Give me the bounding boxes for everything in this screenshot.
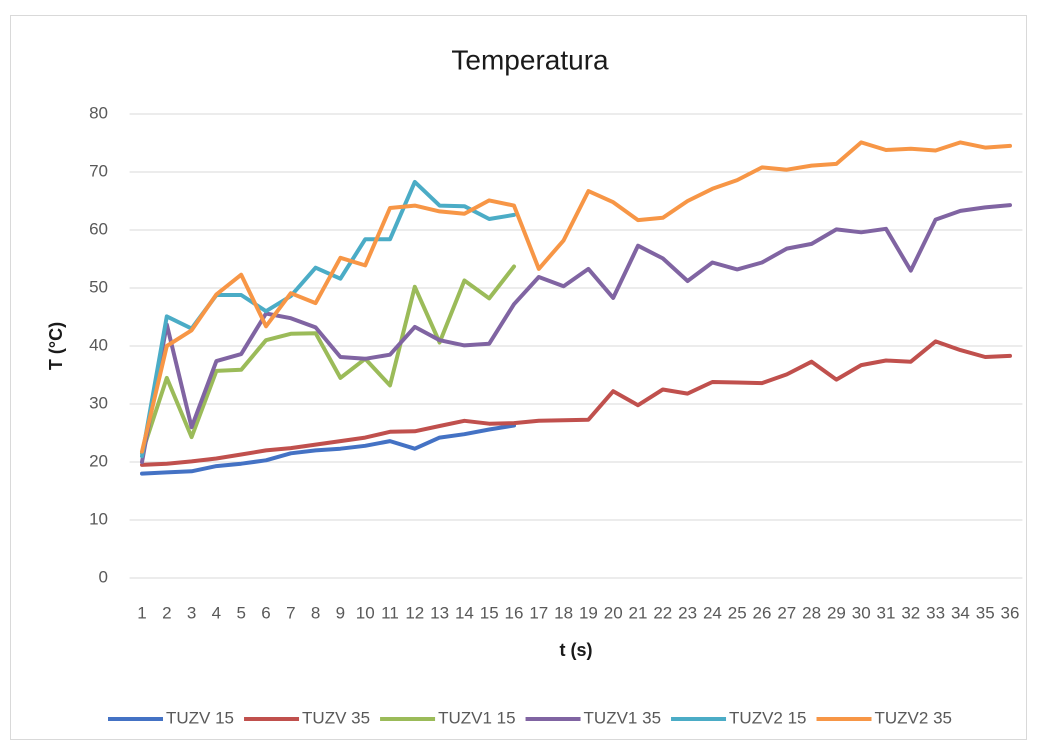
y-tick-label: 70 xyxy=(89,161,108,180)
x-tick-label: 4 xyxy=(212,603,221,622)
x-tick-label: 27 xyxy=(777,603,796,622)
y-tick-label: 30 xyxy=(89,393,108,412)
x-tick-label: 28 xyxy=(802,603,821,622)
x-tick-label: 2 xyxy=(162,603,171,622)
x-tick-label: 1 xyxy=(137,603,146,622)
chart-border xyxy=(10,15,1027,740)
x-tick-label: 32 xyxy=(901,603,920,622)
x-tick-label: 24 xyxy=(703,603,722,622)
x-tick-label: 23 xyxy=(678,603,697,622)
x-tick-label: 34 xyxy=(951,603,970,622)
x-tick-label: 18 xyxy=(554,603,573,622)
x-tick-label: 6 xyxy=(261,603,270,622)
y-tick-label: 0 xyxy=(99,567,108,586)
y-axis-title: T (°C) xyxy=(46,322,66,370)
x-tick-label: 3 xyxy=(187,603,196,622)
x-tick-label: 10 xyxy=(356,603,375,622)
x-axis-title: t (s) xyxy=(560,640,593,660)
x-tick-label: 7 xyxy=(286,603,295,622)
x-tick-label: 14 xyxy=(455,603,474,622)
x-tick-label: 19 xyxy=(579,603,598,622)
series-line xyxy=(140,339,1012,467)
x-tick-label: 29 xyxy=(827,603,846,622)
x-tick-label: 31 xyxy=(877,603,896,622)
y-tick-label: 40 xyxy=(89,335,108,354)
x-tick-label: 21 xyxy=(629,603,648,622)
y-tick-label: 50 xyxy=(89,277,108,296)
y-tick-label: 20 xyxy=(89,451,108,470)
x-tick-label: 17 xyxy=(529,603,548,622)
legend-label: TUZV 35 xyxy=(302,708,370,727)
chart-title: Temperatura xyxy=(451,44,609,75)
x-tick-label: 35 xyxy=(976,603,995,622)
x-tick-label: 30 xyxy=(852,603,871,622)
legend-label: TUZV2 15 xyxy=(729,708,806,727)
x-tick-label: 33 xyxy=(926,603,945,622)
series-line xyxy=(140,423,516,476)
series-line xyxy=(140,203,1012,464)
x-tick-label: 8 xyxy=(311,603,320,622)
x-tick-label: 25 xyxy=(728,603,747,622)
legend-label: TUZV1 15 xyxy=(438,708,515,727)
legend-label: TUZV 15 xyxy=(166,708,234,727)
x-tick-label: 11 xyxy=(381,603,399,622)
series-line xyxy=(140,140,1012,454)
x-tick-label: 20 xyxy=(604,603,623,622)
x-tick-label: 22 xyxy=(653,603,672,622)
x-tick-label: 26 xyxy=(753,603,772,622)
legend-label: TUZV1 35 xyxy=(584,708,661,727)
x-tick-label: 5 xyxy=(236,603,245,622)
x-tick-label: 36 xyxy=(1001,603,1020,622)
y-tick-label: 60 xyxy=(89,219,108,238)
x-tick-label: 12 xyxy=(405,603,424,622)
y-tick-label: 80 xyxy=(89,103,108,122)
legend-label: TUZV2 35 xyxy=(875,708,952,727)
x-tick-label: 15 xyxy=(480,603,499,622)
x-tick-label: 9 xyxy=(336,603,345,622)
series-line xyxy=(140,264,516,456)
x-tick-label: 16 xyxy=(505,603,524,622)
x-tick-label: 13 xyxy=(430,603,449,622)
y-tick-label: 10 xyxy=(89,509,108,528)
